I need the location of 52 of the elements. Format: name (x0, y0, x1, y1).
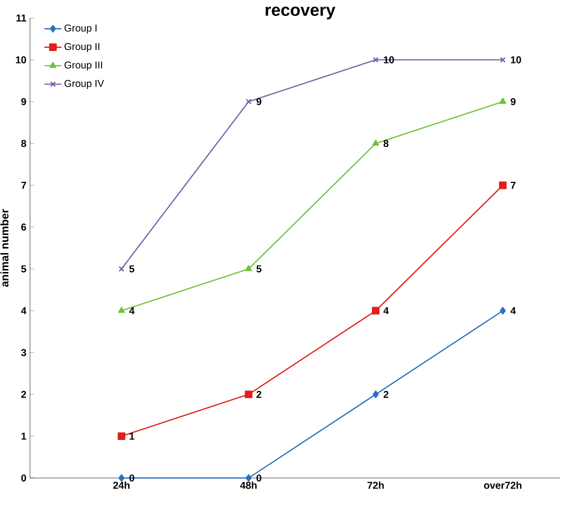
data-label: 1 (130, 432, 134, 440)
y-tick-label: 1 (22, 432, 26, 440)
data-label: 9 (256, 98, 262, 106)
y-axis-title: animal number (0, 209, 8, 287)
point (372, 140, 380, 146)
y-tick-label: 7 (21, 182, 26, 189)
data-label: 0 (256, 474, 262, 482)
y-tick-label: 11 (16, 14, 26, 22)
point (372, 390, 379, 398)
y-tick-label: 4 (21, 307, 26, 314)
point (118, 432, 126, 440)
y-tick-label: 9 (21, 98, 26, 106)
point (499, 181, 507, 190)
y-tick-label: 0 (21, 474, 26, 482)
data-label: 7 (510, 182, 516, 189)
data-label: 2 (384, 390, 388, 398)
data-label: 8 (384, 140, 388, 147)
data-label: 4 (510, 307, 516, 314)
x-tick-label: 48h (240, 482, 257, 489)
y-tick-label: 10 (16, 56, 26, 64)
data-label: 4 (129, 307, 135, 314)
x-tick-label: 24h (113, 482, 130, 489)
legend-label: Group I (64, 24, 96, 34)
point (118, 306, 125, 313)
point (246, 98, 252, 104)
point (372, 57, 378, 63)
point (500, 57, 506, 63)
data-label: 9 (510, 98, 516, 106)
point (245, 265, 252, 272)
data-label: 10 (510, 56, 522, 64)
point (372, 306, 380, 315)
y-tick-label: 6 (21, 224, 26, 231)
legend-label: Group II (64, 42, 100, 52)
point (500, 306, 506, 315)
point (246, 474, 252, 482)
point (118, 266, 124, 272)
y-tick-label: 3 (21, 349, 26, 356)
point (244, 390, 252, 398)
y-tick-label: 8 (21, 140, 26, 147)
data-label: 5 (129, 265, 134, 272)
point (118, 474, 125, 482)
legend-label: Group III (64, 61, 102, 71)
point (499, 98, 506, 104)
data-label: 2 (256, 390, 262, 398)
data-label: 5 (256, 265, 262, 272)
legend-label: Group IV (64, 80, 104, 89)
chart-title: recovery (266, 6, 336, 20)
y-tick-label: 2 (21, 390, 26, 398)
x-tick-label: over72h (484, 482, 522, 489)
data-label: 4 (383, 307, 389, 314)
x-tick-label: 72h (368, 482, 384, 489)
y-tick-label: 5 (21, 265, 26, 272)
